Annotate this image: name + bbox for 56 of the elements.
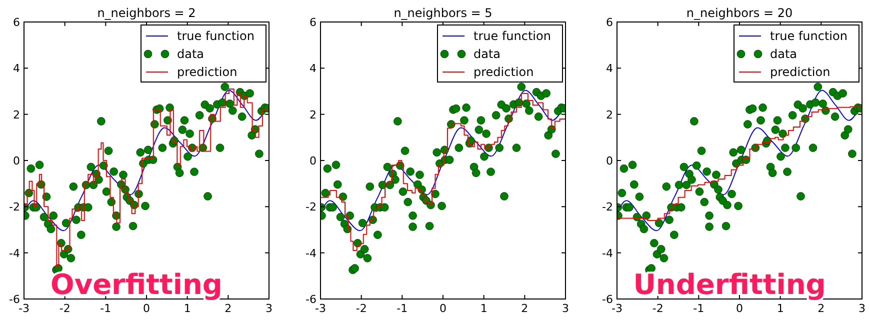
x-tick-label: -3 — [18, 302, 30, 315]
x-tick-label: -3 — [315, 302, 326, 315]
legend-label: data — [177, 47, 204, 61]
annotation: Overfitting — [50, 268, 222, 301]
legend-label: prediction — [770, 65, 830, 79]
y-tick-label: 4 — [310, 62, 316, 76]
x-tick-label: 0 — [440, 302, 446, 315]
y-tick-label: 0 — [310, 154, 316, 168]
x-tick-label: 0 — [143, 302, 150, 315]
legend-label: true function — [177, 29, 254, 43]
y-tick-label: 0 — [13, 154, 20, 168]
x-tick-label: -2 — [652, 302, 664, 315]
x-tick-label: 1 — [776, 302, 784, 315]
x-tick-label: 2 — [521, 302, 528, 315]
legend-label: data — [474, 47, 501, 61]
x-tick-label: 3 — [562, 302, 569, 315]
x-tick-label: -2 — [59, 302, 70, 315]
legend-label: prediction — [177, 65, 238, 79]
x-tick-label: 2 — [818, 302, 825, 315]
y-tick-label: -2 — [306, 200, 316, 214]
y-tick-label: 6 — [310, 16, 316, 29]
y-tick-label: 2 — [13, 108, 20, 122]
annotation: Underfitting — [633, 268, 826, 301]
legend-label: data — [770, 47, 798, 61]
y-tick-label: 4 — [13, 62, 20, 76]
x-tick-label: -1 — [396, 302, 408, 315]
y-tick-label: 6 — [606, 16, 613, 29]
y-tick-label: 2 — [310, 108, 316, 122]
legend-label: true function — [474, 29, 551, 43]
x-tick-label: -1 — [100, 302, 112, 315]
y-tick-label: 4 — [606, 62, 613, 76]
x-tick-label: -1 — [693, 302, 704, 315]
y-tick-label: -4 — [306, 246, 316, 260]
x-tick-label: 1 — [480, 302, 488, 315]
y-tick-label: 2 — [606, 108, 613, 122]
chart-title: n_neighbors = 5 — [394, 6, 492, 20]
legend-label: prediction — [474, 65, 534, 79]
y-tick-label: -2 — [602, 200, 613, 214]
x-tick-label: -2 — [356, 302, 367, 315]
y-tick-label: -4 — [602, 246, 613, 260]
y-tick-label: 6 — [13, 16, 20, 29]
y-tick-label: -6 — [602, 293, 613, 306]
y-tick-label: -4 — [9, 246, 20, 260]
chart-title: n_neighbors = 2 — [97, 6, 196, 20]
legend-label: true function — [770, 29, 848, 43]
y-tick-label: -6 — [306, 293, 316, 306]
y-tick-label: 0 — [606, 154, 613, 168]
x-tick-label: -3 — [612, 302, 622, 315]
y-tick-label: -6 — [9, 293, 20, 306]
x-tick-label: 3 — [858, 302, 866, 315]
chart-title: n_neighbors = 20 — [686, 6, 793, 20]
y-tick-label: -2 — [9, 200, 20, 214]
x-tick-label: 3 — [266, 302, 272, 315]
x-tick-label: 0 — [736, 302, 743, 315]
x-tick-label: 1 — [184, 302, 191, 315]
x-tick-label: 2 — [224, 302, 232, 315]
